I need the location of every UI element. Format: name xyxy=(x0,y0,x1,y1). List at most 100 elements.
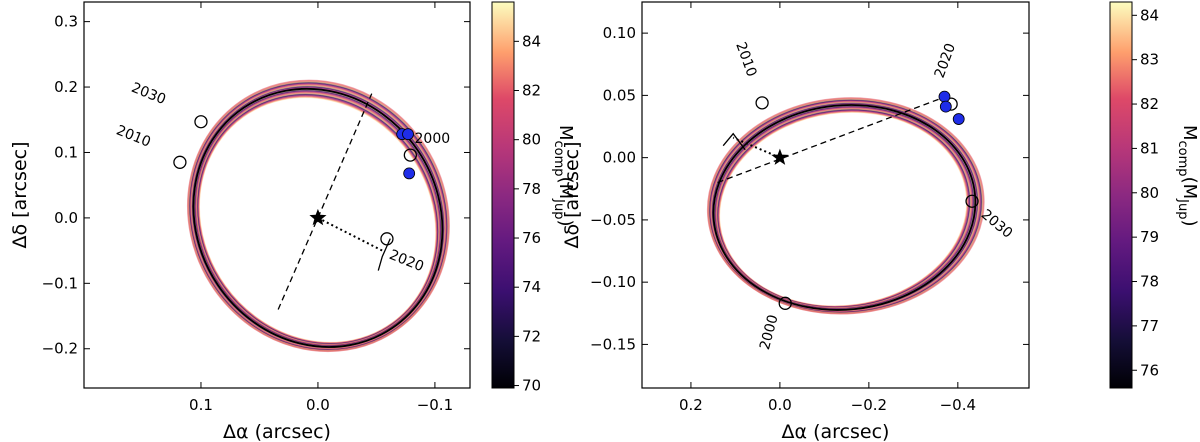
y-tick-label: −0.1 xyxy=(42,274,78,292)
orbit-sample xyxy=(188,81,449,352)
orbit-sample xyxy=(706,97,985,315)
colorbar-tick-label: 80 xyxy=(522,131,541,149)
x-axis-label: Δα (arcsec) xyxy=(223,421,331,442)
orbit-sample xyxy=(715,107,973,310)
colorbar-tick-label: 70 xyxy=(522,377,541,395)
line-of-nodes xyxy=(717,94,950,184)
orbit-sample xyxy=(196,93,440,346)
motion-arrow xyxy=(722,132,746,151)
orbit-sample xyxy=(187,80,450,352)
plot-area-left xyxy=(173,79,450,353)
epoch-label: 2020 xyxy=(932,41,959,80)
primary-star xyxy=(309,208,327,226)
y-tick-label: 0.0 xyxy=(54,209,78,227)
orbit-sample xyxy=(193,89,442,347)
orbit-sample xyxy=(715,107,973,309)
colorbar-label-part: comp xyxy=(1175,141,1190,177)
orbit-sample xyxy=(189,83,447,351)
orbit-sample xyxy=(709,100,981,313)
orbit-sample xyxy=(707,98,984,314)
orbit-sample xyxy=(189,83,448,351)
epoch-label: 2000 xyxy=(757,313,782,352)
orbit-sample xyxy=(714,106,973,310)
epoch-marker xyxy=(194,115,208,129)
y-tick-label: 0.05 xyxy=(603,86,636,104)
best-fit-orbit xyxy=(192,87,444,348)
colorbar-label: Mcomp(MJup) xyxy=(1175,125,1200,226)
x-tick-label: 0.1 xyxy=(189,396,213,414)
orbit-sample xyxy=(187,80,450,352)
orbit-sample xyxy=(191,85,446,349)
colorbar-label-part: comp xyxy=(551,141,566,177)
colorbar-label-part: (M xyxy=(1179,177,1200,200)
epoch-label: 2030 xyxy=(129,80,168,108)
orbit-sample xyxy=(197,95,438,344)
colorbar-label-part: M xyxy=(1179,125,1200,141)
periastron-line xyxy=(732,136,781,159)
orbit-sample xyxy=(709,100,982,313)
orbit-sample xyxy=(716,108,971,309)
orbit-sample xyxy=(711,102,979,312)
orbit-sample xyxy=(197,94,439,345)
orbit-sample xyxy=(710,101,980,313)
orbit-sample xyxy=(718,111,968,308)
y-tick-label: 0.00 xyxy=(603,149,636,167)
orbit-sample xyxy=(711,102,978,312)
orbit-sample xyxy=(189,83,447,350)
colorbar-label-part: ) xyxy=(1179,219,1200,226)
orbit-sample xyxy=(716,108,972,309)
y-axis-label: Δδ [arcsec] xyxy=(9,141,31,248)
orbit-sample xyxy=(187,80,449,352)
y-tick-label: 0.1 xyxy=(54,143,78,161)
x-tick-label: 0.0 xyxy=(306,396,330,414)
colorbar-tick-label: 76 xyxy=(522,229,541,247)
plot-area-right xyxy=(706,90,985,315)
orbit-sample xyxy=(196,93,439,345)
orbit-sample xyxy=(190,85,446,350)
epoch-marker xyxy=(380,232,394,246)
orbit-sample xyxy=(708,98,983,314)
orbit-sample xyxy=(197,95,438,345)
orbit-sample xyxy=(196,94,439,345)
motion-arrow xyxy=(377,238,391,271)
orbit-sample xyxy=(715,107,972,309)
orbit-sample xyxy=(714,105,975,310)
orbit-sample xyxy=(708,99,982,314)
orbit-sample xyxy=(709,100,981,313)
colorbar-tick-label: 77 xyxy=(1140,317,1159,335)
observation-point xyxy=(952,113,965,125)
orbit-sample xyxy=(198,96,437,344)
orbit-sample xyxy=(188,82,448,351)
orbit-sample xyxy=(707,97,985,315)
colorbar-tick-label: 72 xyxy=(522,327,541,345)
x-tick-label: −0.2 xyxy=(851,396,887,414)
observation-point xyxy=(939,100,952,113)
orbit-sample xyxy=(710,101,980,313)
y-tick-label: 0.3 xyxy=(54,13,78,31)
colorbar-label-part: (M xyxy=(555,177,576,200)
colorbar-tick-label: 82 xyxy=(1140,95,1159,113)
orbit-sample xyxy=(195,92,440,346)
x-tick-label: −0.4 xyxy=(940,396,976,414)
orbit-sample xyxy=(198,96,438,344)
orbit-sample xyxy=(708,98,983,314)
colorbar-tick-label: 79 xyxy=(1140,228,1159,246)
colorbar-tick-label: 81 xyxy=(1140,139,1159,157)
orbit-sample xyxy=(190,84,446,350)
orbit-sample xyxy=(717,110,969,308)
colorbar xyxy=(1109,1,1133,389)
y-tick-label: −0.05 xyxy=(590,211,636,229)
y-tick-label: −0.15 xyxy=(590,335,636,353)
colorbar xyxy=(491,1,515,389)
orbit-sample xyxy=(189,82,448,351)
colorbar-tick-label: 84 xyxy=(1140,6,1159,24)
epoch-label: 2030 xyxy=(978,207,1016,242)
colorbar-tick-label: 84 xyxy=(522,32,541,50)
orbit-sample xyxy=(195,91,441,346)
orbit-sample xyxy=(707,97,984,315)
y-tick-label: 0.2 xyxy=(54,78,78,96)
colorbar-tick-label: 82 xyxy=(522,82,541,100)
colorbar-label-part: Jup xyxy=(1175,198,1190,219)
orbit-sample xyxy=(714,106,974,310)
